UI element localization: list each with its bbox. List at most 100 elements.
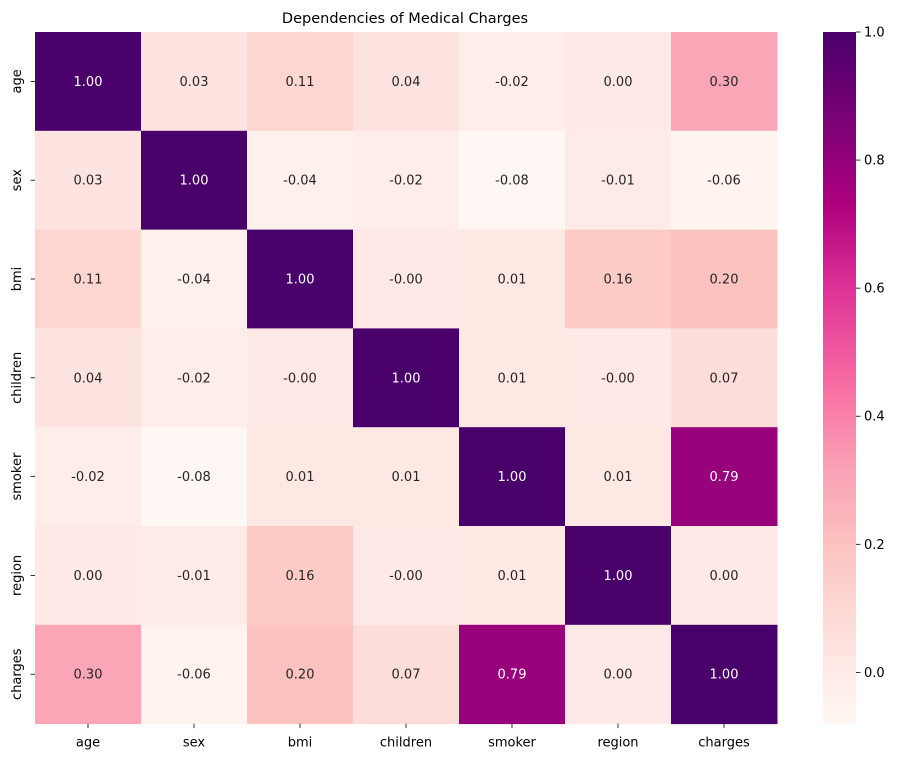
- heatmap-cell-bmi-bmi: [247, 229, 354, 329]
- cell-label: 0.04: [392, 75, 421, 90]
- y-tick-label: sex: [10, 169, 25, 192]
- cell-label: 1.00: [74, 75, 103, 90]
- cell-label: -0.01: [177, 569, 211, 584]
- heatmap-cells: [35, 32, 778, 725]
- heatmap-cell-sex-charges: [671, 130, 778, 231]
- heatmap-cell-charges-age: [35, 624, 142, 725]
- colorbar-tick-label: 0.4: [864, 410, 885, 425]
- y-tick-label: children: [10, 352, 25, 404]
- x-axis: age sex bmi children smoker region charges: [76, 723, 750, 751]
- heatmap-cell-age-children: [353, 32, 460, 132]
- y-axis: age sex bmi children smoker region charges: [10, 69, 35, 700]
- heatmap-cell-smoker-region: [565, 427, 672, 527]
- cell-label: -0.06: [707, 174, 741, 189]
- cell-label: 0.01: [498, 371, 527, 386]
- heatmap-cell-smoker-charges: [671, 427, 778, 527]
- cell-label: -0.00: [283, 371, 317, 386]
- heatmap-cell-smoker-sex: [141, 427, 248, 527]
- colorbar-tick-label: 0.0: [864, 666, 885, 681]
- heatmap-cell-children-sex: [141, 328, 248, 428]
- y-tick-label: age: [10, 69, 25, 93]
- cell-label: 0.11: [74, 273, 103, 288]
- heatmap-cell-bmi-sex: [141, 229, 248, 329]
- heatmap-cell-bmi-children: [353, 229, 460, 329]
- cell-label: 0.79: [498, 668, 527, 683]
- heatmap-cell-bmi-region: [565, 229, 672, 329]
- heatmap-cell-sex-sex: [141, 130, 248, 231]
- heatmap-cell-region-age: [35, 526, 142, 626]
- heatmap-cell-region-sex: [141, 526, 248, 626]
- heatmap-cell-charges-bmi: [247, 624, 354, 725]
- x-tick-label: children: [380, 736, 432, 751]
- cell-label: 0.07: [710, 371, 739, 386]
- cell-label: -0.04: [283, 174, 317, 189]
- heatmap-cell-smoker-age: [35, 427, 142, 527]
- cell-label: -0.06: [177, 668, 211, 683]
- cell-label: 0.20: [286, 668, 315, 683]
- heatmap-cell-age-sex: [141, 32, 248, 132]
- heatmap-cell-charges-smoker: [459, 624, 566, 725]
- cell-label: 1.00: [710, 668, 739, 683]
- x-tick-label: charges: [698, 736, 750, 751]
- cell-label: 0.16: [604, 273, 633, 288]
- heatmap-cell-children-region: [565, 328, 672, 428]
- heatmap-cell-smoker-children: [353, 427, 460, 527]
- heatmap-cell-smoker-smoker: [459, 427, 566, 527]
- heatmap-cell-bmi-age: [35, 229, 142, 329]
- heatmap-cell-children-bmi: [247, 328, 354, 428]
- heatmap-cell-region-charges: [671, 526, 778, 626]
- colorbar-tick-label: 0.8: [864, 154, 885, 169]
- heatmap-cell-age-age: [35, 32, 142, 132]
- heatmap-cell-charges-region: [565, 624, 672, 725]
- cell-label: -0.00: [601, 371, 635, 386]
- x-tick-label: age: [76, 736, 100, 751]
- x-tick-label: region: [597, 736, 638, 751]
- cell-label: 0.01: [604, 470, 633, 485]
- cell-label: -0.01: [601, 174, 635, 189]
- y-tick-label: region: [10, 555, 25, 596]
- cell-label: 0.03: [180, 75, 209, 90]
- heatmap-cell-sex-age: [35, 130, 142, 231]
- cell-label: -0.08: [495, 174, 529, 189]
- chart-title: Dependencies of Medical Charges: [282, 11, 528, 27]
- cell-label: 0.03: [74, 174, 103, 189]
- cell-label: 0.00: [710, 569, 739, 584]
- cell-label: 1.00: [286, 273, 315, 288]
- heatmap-cell-region-bmi: [247, 526, 354, 626]
- y-tick-label: bmi: [10, 267, 25, 292]
- cell-label: 0.01: [498, 273, 527, 288]
- cell-label: 1.00: [392, 371, 421, 386]
- heatmap-cell-bmi-smoker: [459, 229, 566, 329]
- heatmap-cell-children-smoker: [459, 328, 566, 428]
- cell-label: 0.07: [392, 668, 421, 683]
- heatmap-cell-region-region: [565, 526, 672, 626]
- cell-label: 0.01: [498, 569, 527, 584]
- x-tick-label: smoker: [488, 736, 536, 751]
- heatmap-cell-age-charges: [671, 32, 778, 132]
- heatmap-cell-children-children: [353, 328, 460, 428]
- cell-label: 0.00: [74, 569, 103, 584]
- heatmap-cell-bmi-charges: [671, 229, 778, 329]
- y-tick-label: charges: [10, 648, 25, 700]
- cell-label: 1.00: [604, 569, 633, 584]
- colorbar: 0.0 0.2 0.4 0.6 0.8 1.0: [823, 26, 885, 724]
- heatmap-cell-children-charges: [671, 328, 778, 428]
- cell-label: 0.79: [710, 470, 739, 485]
- heatmap-cell-charges-children: [353, 624, 460, 725]
- heatmap-cell-charges-charges: [671, 624, 778, 725]
- cell-label: 1.00: [498, 470, 527, 485]
- x-tick-label: bmi: [288, 736, 313, 751]
- heatmap-cell-charges-sex: [141, 624, 248, 725]
- cell-label: -0.02: [495, 75, 529, 90]
- heatmap-cell-smoker-bmi: [247, 427, 354, 527]
- heatmap-cell-sex-region: [565, 130, 672, 231]
- heatmap-cell-region-smoker: [459, 526, 566, 626]
- cell-label: 0.01: [392, 470, 421, 485]
- cell-label: -0.02: [71, 470, 105, 485]
- cell-label: 0.20: [710, 273, 739, 288]
- cell-label: 0.01: [286, 470, 315, 485]
- cell-label: -0.02: [389, 174, 423, 189]
- cell-label: 0.16: [286, 569, 315, 584]
- cell-label: -0.02: [177, 371, 211, 386]
